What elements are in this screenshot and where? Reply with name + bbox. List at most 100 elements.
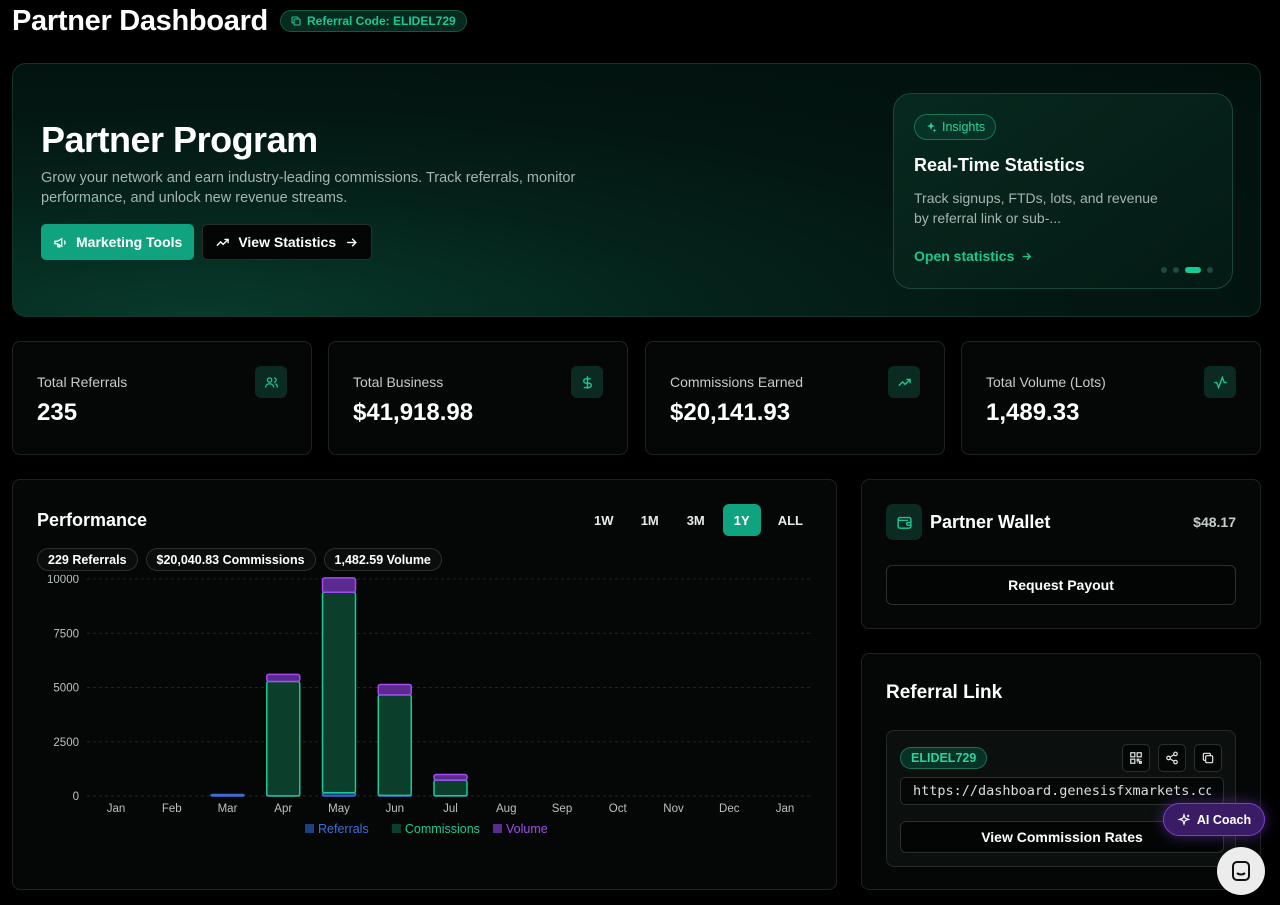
bar-referrals <box>210 793 245 797</box>
activity-icon <box>1204 366 1236 398</box>
x-tick-label: Jul <box>443 803 458 815</box>
copy-icon <box>290 15 302 27</box>
legend-swatch <box>305 824 314 833</box>
partner-program-hero: Partner Program Grow your network and ea… <box>12 63 1261 317</box>
stat-value: $20,141.93 <box>670 399 791 426</box>
referral-link-card: Referral Link ELIDEL729 View Commission … <box>861 653 1261 890</box>
share-button[interactable] <box>1158 744 1186 772</box>
referral-actions <box>1122 744 1222 772</box>
referral-code-badge[interactable]: Referral Code: ELIDEL729 <box>279 10 467 32</box>
range-1y[interactable]: 1Y <box>722 504 761 536</box>
stat-label: Commissions Earned <box>670 374 804 390</box>
insight-card: Insights Real-Time Statistics Track sign… <box>893 93 1233 289</box>
referral-code-text: Referral Code: ELIDEL729 <box>306 14 456 28</box>
share-icon <box>1165 751 1179 765</box>
wallet-icon <box>886 504 922 540</box>
view-statistics-label: View Statistics <box>238 234 337 250</box>
referral-link-title: Referral Link <box>886 682 1003 703</box>
wallet-balance: $48.17 <box>1193 514 1236 530</box>
summary-volume: 1,482.59 Volume <box>323 548 442 571</box>
header: Partner Dashboard Referral Code: ELIDEL7… <box>12 4 467 38</box>
chat-support-button[interactable] <box>1217 847 1265 895</box>
sparkles-icon <box>1177 812 1191 827</box>
carousel-dot[interactable] <box>1207 267 1213 273</box>
request-payout-button[interactable]: Request Payout <box>886 565 1236 605</box>
referral-link-input[interactable] <box>900 777 1224 805</box>
legend-label-referrals: Referrals <box>318 822 369 836</box>
qr-code-button[interactable] <box>1122 744 1150 772</box>
legend-swatch <box>493 824 502 833</box>
carousel-dot-active[interactable] <box>1185 267 1201 273</box>
ai-coach-button[interactable]: AI Coach <box>1163 803 1265 836</box>
y-tick-label: 5000 <box>53 683 79 695</box>
performance-card: Performance 1W 1M 3M 1Y ALL 229 Referral… <box>12 479 837 890</box>
x-tick-label: Oct <box>609 803 628 815</box>
range-all[interactable]: ALL <box>777 512 803 528</box>
range-1w[interactable]: 1W <box>593 512 614 528</box>
stat-card-total-volume: Total Volume (Lots) 1,489.33 <box>961 341 1261 455</box>
summary-referrals: 229 Referrals <box>37 548 138 571</box>
range-selector: 1W 1M 3M 1Y ALL <box>585 504 812 536</box>
open-statistics-label: Open statistics <box>914 248 1015 264</box>
stat-card-total-business: Total Business $41,918.98 <box>328 341 628 455</box>
arrow-right-icon <box>344 235 359 250</box>
arrow-right-icon <box>1020 250 1033 263</box>
range-3m[interactable]: 3M <box>686 512 705 528</box>
x-tick-label: Feb <box>162 803 182 815</box>
y-tick-label: 10000 <box>47 575 79 586</box>
x-tick-label: May <box>328 803 350 815</box>
stat-card-total-referrals: Total Referrals 235 <box>12 341 312 455</box>
open-statistics-link[interactable]: Open statistics <box>914 248 1033 264</box>
hero-title: Partner Program <box>41 119 318 160</box>
bar-volume <box>377 683 412 696</box>
copy-link-button[interactable] <box>1194 744 1222 772</box>
bar-commissions <box>321 591 357 794</box>
dollar-icon <box>571 366 603 398</box>
stat-label: Total Business <box>353 374 444 390</box>
stat-value: 1,489.33 <box>986 399 1080 426</box>
users-icon <box>255 366 287 398</box>
stat-label: Total Volume (Lots) <box>986 374 1106 390</box>
bar-commissions <box>433 779 468 797</box>
megaphone-icon <box>53 235 68 250</box>
x-tick-label: Apr <box>274 803 292 815</box>
summary-commissions: $20,040.83 Commissions <box>145 548 316 571</box>
carousel-dot[interactable] <box>1161 267 1167 273</box>
marketing-tools-label: Marketing Tools <box>76 234 183 250</box>
carousel-dots <box>1161 267 1213 273</box>
x-tick-label: Sep <box>552 803 572 815</box>
bar-commissions <box>266 680 301 797</box>
bar-commissions <box>377 694 412 797</box>
stat-value: $41,918.98 <box>353 399 474 426</box>
y-tick-label: 0 <box>73 791 79 803</box>
marketing-tools-button[interactable]: Marketing Tools <box>41 224 195 260</box>
legend-label-commissions: Commissions <box>405 822 480 836</box>
range-1m[interactable]: 1M <box>640 512 659 528</box>
legend-label-volume: Volume <box>506 822 548 836</box>
x-tick-label: Aug <box>496 803 516 815</box>
qr-code-icon <box>1129 751 1143 765</box>
copy-icon <box>1201 751 1215 765</box>
y-tick-label: 2500 <box>53 737 79 749</box>
bar-volume <box>433 773 468 781</box>
view-statistics-button[interactable]: View Statistics <box>202 224 373 260</box>
hero-actions: Marketing Tools View Statistics <box>41 224 373 260</box>
x-tick-label: Jan <box>107 803 126 815</box>
performance-summary: 229 Referrals $20,040.83 Commissions 1,4… <box>37 548 442 571</box>
x-tick-label: Nov <box>663 803 684 815</box>
insight-description: Track signups, FTDs, lots, and revenue b… <box>914 190 1158 226</box>
bar-volume <box>266 673 301 683</box>
stat-card-commissions-earned: Commissions Earned $20,141.93 <box>645 341 945 455</box>
x-tick-label: Mar <box>218 803 238 815</box>
carousel-dot[interactable] <box>1173 267 1179 273</box>
y-tick-label: 7500 <box>53 628 79 640</box>
insight-title: Real-Time Statistics <box>914 155 1085 175</box>
x-tick-label: Jan <box>776 803 795 815</box>
x-tick-label: Dec <box>719 803 740 815</box>
stat-value: 235 <box>37 399 78 426</box>
chat-icon <box>1229 859 1253 883</box>
page-title: Partner Dashboard <box>12 4 268 37</box>
stat-label: Total Referrals <box>37 374 128 390</box>
hero-description: Grow your network and earn industry-lead… <box>41 170 576 206</box>
performance-title: Performance <box>37 510 148 530</box>
